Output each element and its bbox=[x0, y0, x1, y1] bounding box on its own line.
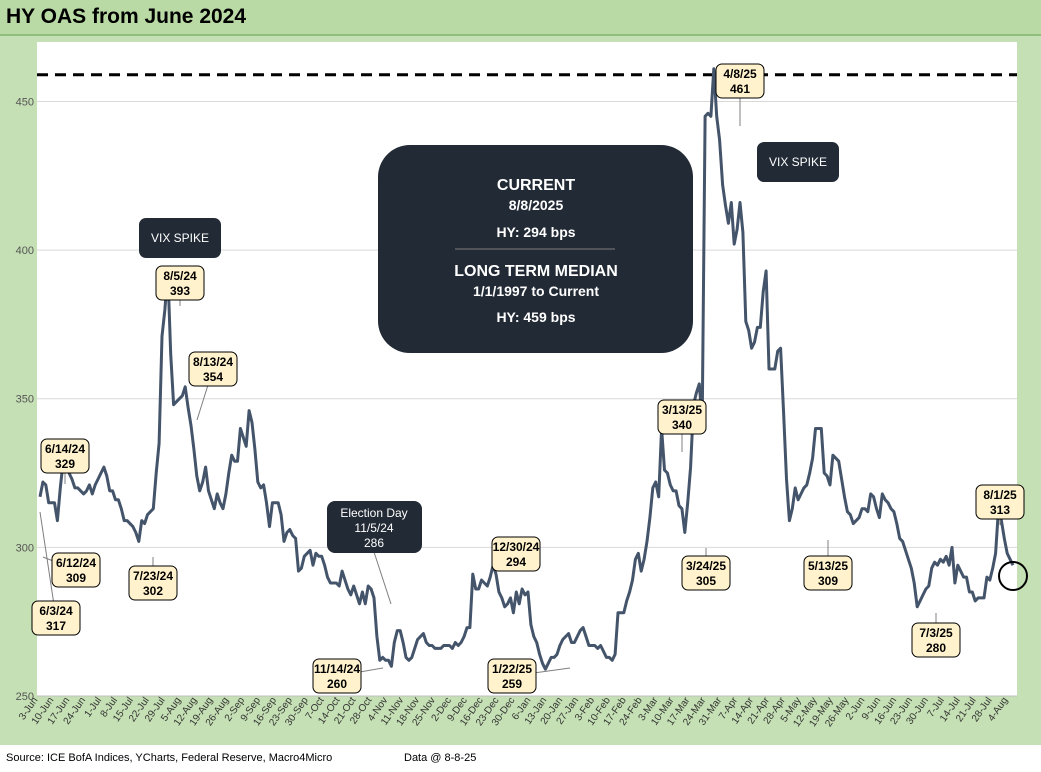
callout-value: 461 bbox=[730, 82, 750, 96]
callout-box bbox=[975, 484, 1025, 520]
callout-date: 6/3/24 bbox=[39, 604, 73, 618]
callout-date: 11/14/24 bbox=[314, 662, 360, 676]
callout-value: 280 bbox=[926, 641, 946, 655]
source-note: Source: ICE BofA Indices, YCharts, Feder… bbox=[6, 752, 333, 764]
callout-date: 6/12/24 bbox=[56, 556, 96, 570]
callout-box bbox=[188, 351, 238, 387]
callout-box bbox=[657, 399, 707, 435]
callout-box bbox=[681, 555, 731, 591]
callout-date: 3/13/25 bbox=[662, 403, 702, 417]
median-label: LONG TERM MEDIAN bbox=[454, 263, 618, 280]
callout-box bbox=[491, 536, 541, 572]
y-tick-label: 450 bbox=[16, 96, 34, 108]
callout-box bbox=[487, 658, 537, 694]
callout-date: 7/23/24 bbox=[133, 569, 173, 583]
summary-box: CURRENT 8/8/2025 HY: 294 bps LONG TERM MEDI… bbox=[378, 145, 693, 353]
election-value: 286 bbox=[364, 536, 384, 550]
y-tick-label: 300 bbox=[16, 542, 34, 554]
election-label: Election Day bbox=[340, 506, 407, 520]
callout-value: 317 bbox=[46, 619, 66, 633]
callout-box bbox=[911, 622, 961, 658]
callout-value: 302 bbox=[143, 584, 163, 598]
callout-box bbox=[40, 438, 90, 474]
footer: Source: ICE BofA Indices, YCharts, Feder… bbox=[0, 748, 1041, 772]
vix-spike-box: VIX SPIKE bbox=[757, 142, 839, 182]
callout-box bbox=[803, 555, 853, 591]
vix-spike-bg bbox=[139, 218, 221, 258]
election-date: 11/5/24 bbox=[354, 521, 393, 535]
data-date-note: Data @ 8-8-25 bbox=[404, 752, 477, 764]
y-tick-label: 350 bbox=[16, 394, 34, 406]
callout-box bbox=[155, 265, 205, 301]
current-date: 8/8/2025 bbox=[509, 197, 564, 213]
callout-value: 393 bbox=[170, 284, 190, 298]
callout-date: 8/5/24 bbox=[163, 269, 197, 283]
callout-date: 1/22/25 bbox=[492, 662, 532, 676]
chart-title: HY OAS from June 2024 bbox=[6, 5, 247, 28]
callout-date: 4/8/25 bbox=[723, 67, 757, 81]
callout-value: 329 bbox=[55, 457, 75, 471]
callout-value: 313 bbox=[990, 503, 1010, 517]
election-pointer bbox=[373, 551, 392, 605]
callout-date: 3/24/25 bbox=[686, 559, 726, 573]
callout-value: 294 bbox=[506, 555, 526, 569]
y-tick-label: 400 bbox=[16, 245, 34, 257]
hy-oas-series-line bbox=[38, 67, 1015, 671]
vix-spike-label: VIX SPIKE bbox=[151, 231, 209, 245]
callout-value: 309 bbox=[818, 574, 838, 588]
current-value: HY: 294 bps bbox=[496, 224, 575, 240]
callout-date: 8/13/24 bbox=[193, 355, 233, 369]
median-value: HY: 459 bps bbox=[496, 309, 575, 325]
callout-date: 6/14/24 bbox=[45, 442, 85, 456]
callout-date: 8/1/25 bbox=[983, 488, 1017, 502]
median-range: 1/1/1997 to Current bbox=[473, 283, 599, 299]
callout-box bbox=[31, 600, 81, 636]
callout-value: 260 bbox=[327, 677, 347, 691]
callout-date: 5/13/25 bbox=[808, 559, 848, 573]
callout-date: 12/30/24 bbox=[493, 540, 540, 554]
callout-pointer bbox=[39, 511, 57, 619]
callout-value: 340 bbox=[672, 418, 692, 432]
vix-spike-bg bbox=[757, 142, 839, 182]
callout-date: 7/3/25 bbox=[919, 626, 953, 640]
callout-box bbox=[312, 658, 362, 694]
election-bg bbox=[327, 501, 422, 553]
title-bar: HY OAS from June 2024 bbox=[0, 0, 1041, 36]
callout-value: 305 bbox=[696, 574, 716, 588]
callout-value: 309 bbox=[66, 571, 86, 585]
callout-value: 354 bbox=[203, 370, 223, 384]
callout-box bbox=[715, 63, 765, 99]
current-value-circle bbox=[998, 561, 1028, 591]
current-label: CURRENT bbox=[497, 177, 575, 194]
vix-spike-box: VIX SPIKE bbox=[139, 218, 221, 258]
callout-box bbox=[128, 565, 178, 601]
vix-spike-label: VIX SPIKE bbox=[769, 155, 827, 169]
callout-box bbox=[51, 552, 101, 588]
y-tick-label: 250 bbox=[16, 691, 34, 703]
callout-value: 259 bbox=[502, 677, 522, 691]
